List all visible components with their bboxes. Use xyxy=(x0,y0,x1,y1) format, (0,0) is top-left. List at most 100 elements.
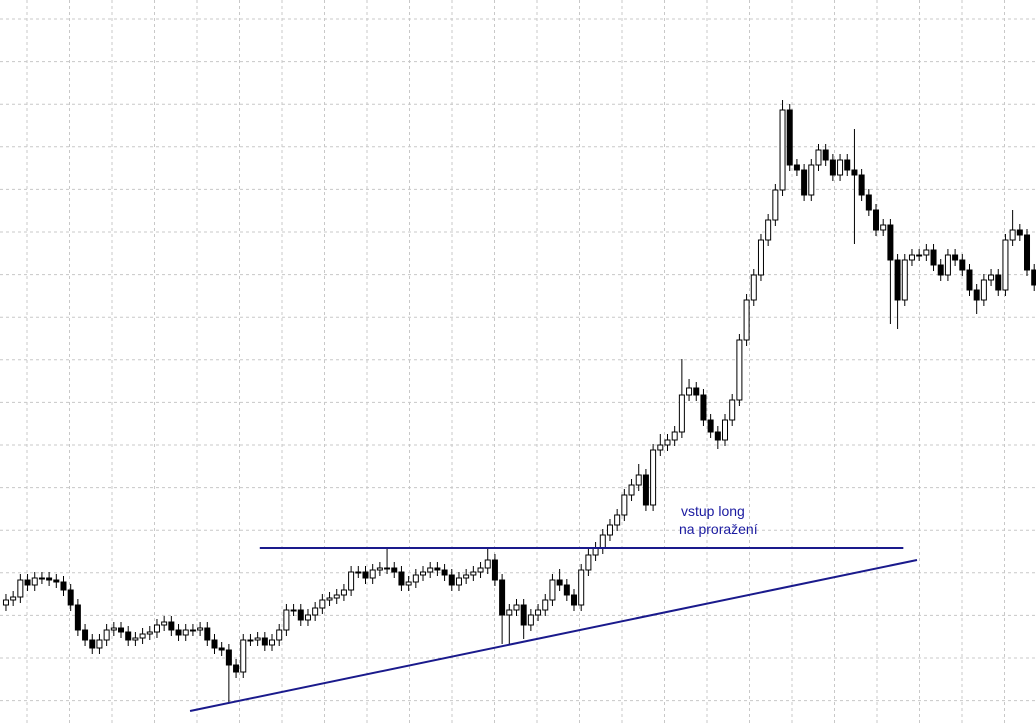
candle-body xyxy=(53,579,60,583)
candle-body xyxy=(722,419,729,441)
candle-body xyxy=(937,264,944,276)
candle-body xyxy=(304,614,311,621)
candle-body xyxy=(31,577,38,586)
candle-body xyxy=(858,174,865,196)
candle-body xyxy=(405,581,412,586)
candle-body xyxy=(779,109,786,191)
candle-body xyxy=(628,484,635,496)
candle-body xyxy=(125,631,132,641)
candle-body xyxy=(707,419,714,433)
candle-body xyxy=(678,394,685,433)
candle-body xyxy=(506,609,513,616)
candle-body xyxy=(1031,269,1036,286)
candle-body xyxy=(427,567,434,573)
candle-body xyxy=(491,559,498,581)
candle-body xyxy=(844,159,851,171)
candle-body xyxy=(894,259,901,301)
candle-body xyxy=(254,637,261,641)
candle-body xyxy=(103,629,110,641)
candle-body xyxy=(17,579,24,598)
candle-body xyxy=(693,387,700,396)
candle-body xyxy=(211,639,218,649)
candle-body xyxy=(297,609,304,621)
candle-body xyxy=(657,444,664,451)
candle-body xyxy=(908,254,915,261)
candle-body xyxy=(441,569,448,576)
candle-body xyxy=(384,567,391,570)
candle-body xyxy=(132,637,139,641)
candle-body xyxy=(276,629,283,641)
candle-body xyxy=(700,394,707,421)
candle-body xyxy=(808,164,815,196)
candle-body xyxy=(786,109,793,166)
candle-body xyxy=(182,629,189,636)
candle-body xyxy=(556,579,563,586)
candle-body xyxy=(772,189,779,221)
candle-body xyxy=(10,596,17,601)
candle-body xyxy=(1009,229,1016,241)
candle-body xyxy=(319,599,326,609)
candle-body xyxy=(736,339,743,401)
candle-body xyxy=(995,274,1002,291)
candle-body xyxy=(283,609,290,631)
candle-body xyxy=(2,599,9,606)
annotation: vstup long xyxy=(681,503,745,519)
candle-body xyxy=(74,604,81,631)
candle-body xyxy=(448,574,455,586)
candle-body xyxy=(599,534,606,549)
candle-body xyxy=(980,279,987,301)
candle-body xyxy=(197,627,204,631)
candle-body xyxy=(67,589,74,606)
candle-body xyxy=(24,579,31,586)
candle-body xyxy=(218,647,225,651)
candle-body xyxy=(873,209,880,231)
candle-body xyxy=(455,577,462,586)
candle-body xyxy=(880,224,887,231)
candle-body xyxy=(391,567,398,573)
candle-body xyxy=(369,569,376,579)
candle-body xyxy=(420,571,427,576)
candle-body xyxy=(952,254,959,261)
candle-body xyxy=(376,567,383,571)
candle-body xyxy=(671,431,678,441)
candle-body xyxy=(398,571,405,586)
candle-body xyxy=(477,567,484,573)
candle-body xyxy=(563,584,570,596)
candle-body xyxy=(585,554,592,571)
annotation: na proražení xyxy=(679,521,758,537)
candle-body xyxy=(592,547,599,556)
candle-body xyxy=(930,249,937,266)
candle-body xyxy=(829,159,836,176)
trend-line xyxy=(189,559,918,712)
candle-body xyxy=(966,269,973,291)
candle-body xyxy=(355,571,362,574)
candle-body xyxy=(988,274,995,281)
candle-body xyxy=(153,624,160,633)
candle-body xyxy=(340,589,347,596)
candle-body xyxy=(161,621,168,626)
candle-body xyxy=(635,474,642,486)
candle-body xyxy=(916,254,923,257)
candle-body xyxy=(412,574,419,583)
candle-body xyxy=(60,581,67,591)
candle-body xyxy=(743,299,750,341)
candle-body xyxy=(1002,239,1009,291)
candle-body xyxy=(168,621,175,631)
candle-body xyxy=(729,399,736,421)
candle-body xyxy=(571,594,578,606)
candle-body xyxy=(261,637,268,646)
candle-body xyxy=(484,559,491,569)
candle-body xyxy=(542,599,549,611)
candle-body xyxy=(96,639,103,649)
candle-body xyxy=(606,524,613,536)
candle-body xyxy=(865,194,872,211)
candle-body xyxy=(686,387,693,396)
candle-body xyxy=(463,574,470,579)
candle-body xyxy=(233,664,240,673)
candle-body xyxy=(887,224,894,261)
candle-body xyxy=(837,159,844,176)
candle-body xyxy=(38,577,45,580)
candle-body xyxy=(362,571,369,579)
candle-body xyxy=(851,169,858,176)
